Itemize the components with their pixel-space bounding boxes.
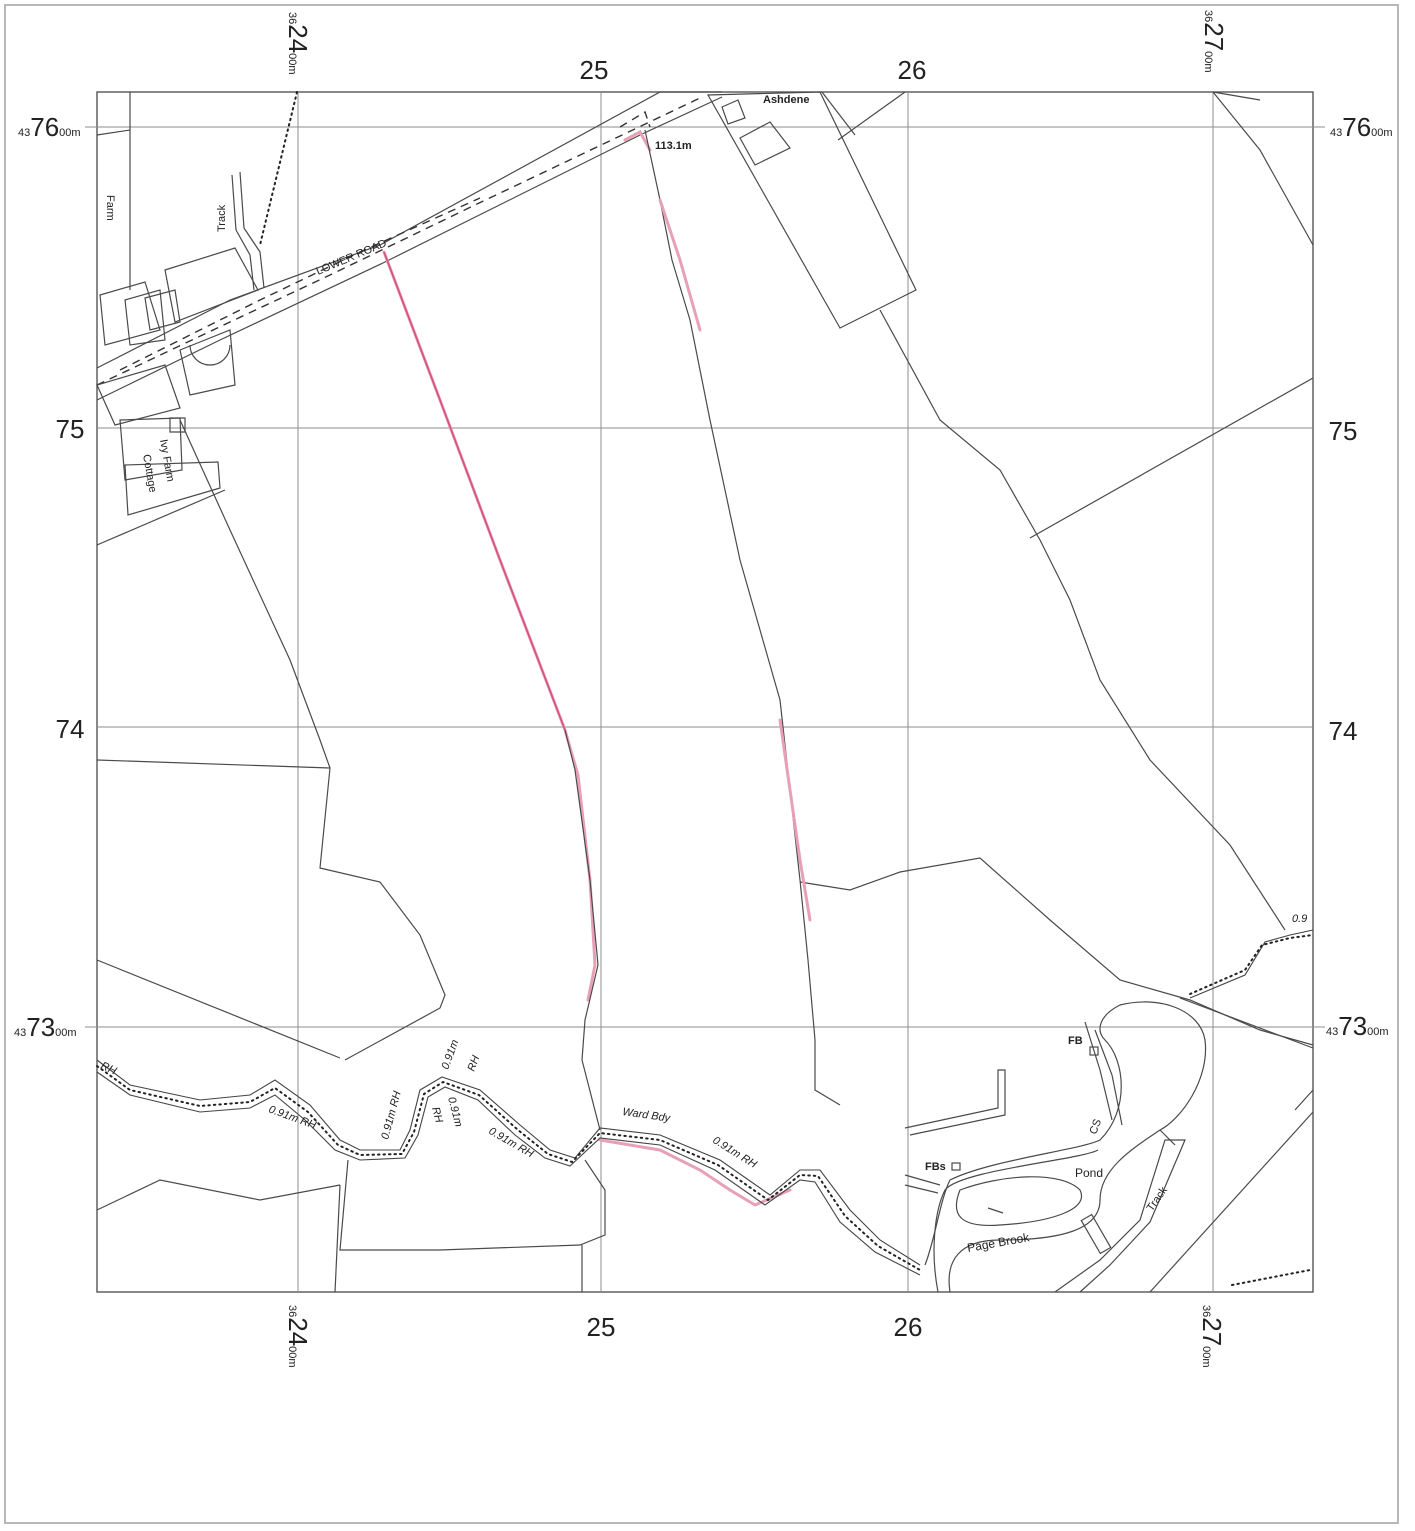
label-track-se: Track [1145, 1184, 1171, 1213]
grid-label-top-26: 26 [898, 55, 927, 85]
grid-label-left-75: 75 [56, 414, 85, 444]
label-ivy-farm: Ivy Farm [157, 438, 176, 482]
grid-label-bottom-e24: 362400m [283, 1305, 313, 1368]
label-farm-nw: Farm [104, 195, 116, 221]
buildings-nw [96, 92, 259, 546]
grid-label-top-e27: 362700m [1199, 10, 1229, 73]
label-rh-2: 0.91m RH [267, 1104, 318, 1132]
field-boundaries [96, 91, 1314, 1293]
feature-labels: LOWER ROAD Ashdene 113.1m Track Farm Ivy… [99, 94, 1308, 1255]
pond-area [904, 1001, 1207, 1293]
page-frame [4, 4, 1399, 1524]
label-rh-8: RH [429, 1106, 445, 1125]
label-rh-6: RH [466, 1054, 483, 1073]
grid-label-right-74: 74 [1329, 716, 1358, 746]
label-track-nw: Track [216, 204, 228, 232]
label-fb: FB [1068, 1035, 1083, 1047]
grid-label-top-e24: 362400m [283, 12, 313, 75]
grid-label-left-n73: 437300m [14, 1012, 77, 1042]
grid-lines [97, 92, 1313, 1292]
label-lower-road: LOWER ROAD [314, 237, 388, 277]
grid-label-left-74: 74 [56, 714, 85, 744]
label-ward-bdy: Ward Bdy [622, 1106, 673, 1125]
label-cs: CS [1088, 1118, 1105, 1136]
label-pond: Pond [1075, 1166, 1103, 1180]
grid-label-right-75: 75 [1329, 416, 1358, 446]
label-ashdene: Ashdene [763, 94, 809, 106]
track-nw [231, 171, 265, 291]
ward-boundary-east [1189, 929, 1314, 999]
grid-label-right-n73: 437300m [1326, 1011, 1389, 1041]
grid-label-top-25: 25 [580, 55, 609, 85]
label-rh-10: 0.9 [1292, 913, 1307, 925]
grid-labels: 25 26 25 26 75 74 75 74 437600m 437300m … [14, 10, 1393, 1368]
label-rh-3: 0.91m RH [379, 1090, 403, 1141]
ward-boundary-east-dots [1189, 934, 1314, 995]
label-fbs: FBs [925, 1161, 946, 1173]
grid-label-right-n76: 437600m [1330, 112, 1393, 142]
grid-label-bottom-25: 25 [587, 1312, 616, 1342]
label-page-brook: Page Brook [966, 1230, 1031, 1255]
label-rh-5: 0.91m [440, 1038, 462, 1071]
lower-road [96, 91, 723, 401]
label-rh-7: 0.91m [445, 1096, 465, 1129]
ward-boundary [96, 1059, 921, 1276]
dotted-boundary-nw [259, 91, 298, 246]
label-cottage: Cottage [140, 453, 159, 493]
label-spot-height: 113.1m [655, 140, 692, 152]
grid-label-bottom-e27: 362700m [1197, 1305, 1227, 1368]
dotted-boundary-se [1231, 1269, 1311, 1286]
grid-ticks [85, 126, 1325, 1028]
ashdene-property [706, 91, 917, 329]
grid-label-left-n76: 437600m [18, 112, 81, 142]
grid-label-bottom-26: 26 [894, 1312, 923, 1342]
